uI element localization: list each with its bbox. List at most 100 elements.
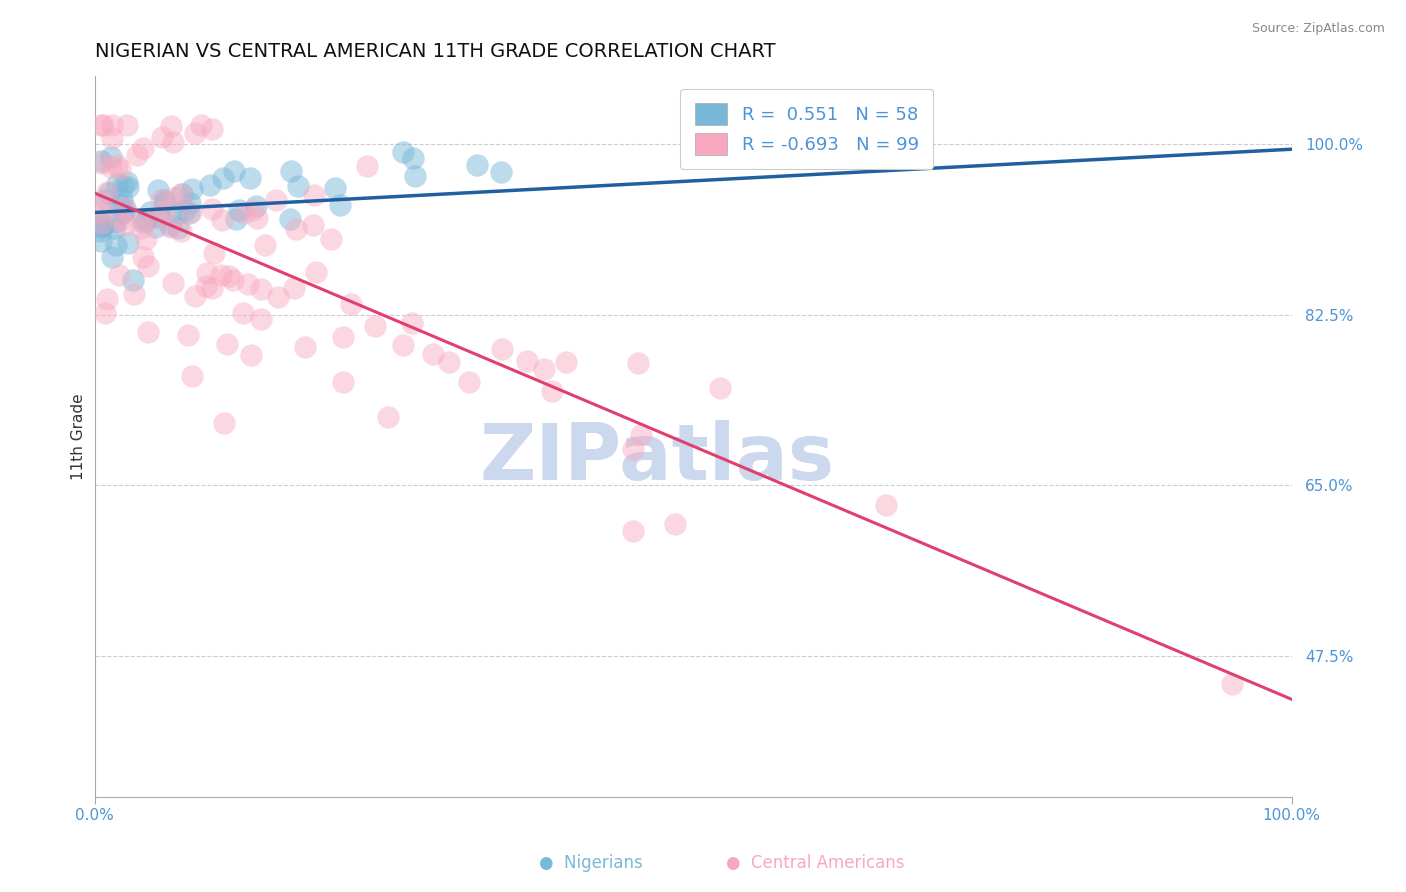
Point (170, 224, 193, 238)
Point (112, 202, 135, 216)
Point (160, 119, 183, 133)
Point (90, 219, 112, 234)
Point (132, 213, 155, 227)
Point (91, 118, 114, 132)
Point (90, 118, 112, 132)
Point (301, 218, 323, 232)
Point (402, 151, 425, 165)
Point (332, 330, 354, 344)
Point (630, 427, 652, 442)
Point (105, 177, 128, 191)
Point (94, 305, 117, 319)
Point (181, 369, 204, 384)
Point (90, 216, 112, 230)
Point (627, 356, 650, 370)
Point (91, 217, 114, 231)
Point (225, 212, 247, 227)
Point (153, 196, 176, 211)
Point (287, 178, 309, 193)
Point (166, 207, 188, 221)
Point (285, 221, 308, 235)
Point (267, 290, 290, 304)
Text: Source: ZipAtlas.com: Source: ZipAtlas.com (1251, 22, 1385, 36)
Point (280, 163, 302, 178)
Point (100, 160, 122, 174)
Point (202, 245, 225, 260)
Point (181, 182, 204, 196)
Point (180, 205, 202, 219)
Point (132, 215, 155, 229)
Y-axis label: 11th Grade: 11th Grade (72, 393, 86, 480)
Point (98, 186, 121, 200)
Point (212, 416, 235, 430)
Point (136, 259, 159, 273)
Point (96, 292, 118, 306)
Point (90, 224, 112, 238)
Point (146, 183, 169, 197)
Point (232, 305, 254, 319)
Point (217, 336, 239, 351)
Point (103, 221, 125, 235)
Point (117, 118, 139, 132)
Point (90, 234, 112, 248)
Point (364, 319, 387, 334)
Point (228, 202, 250, 217)
Point (145, 211, 167, 225)
Point (122, 287, 145, 301)
Point (239, 171, 262, 186)
Point (162, 135, 184, 149)
Point (198, 178, 221, 193)
Point (108, 268, 131, 282)
Point (1220, 677, 1243, 691)
Point (149, 194, 172, 208)
Point (132, 250, 155, 264)
Point (212, 170, 235, 185)
Point (174, 203, 197, 218)
Point (465, 157, 488, 171)
Point (190, 118, 212, 132)
Text: ●  Nigerians: ● Nigerians (538, 855, 643, 872)
Point (101, 131, 124, 145)
Point (242, 202, 264, 217)
Point (90, 195, 112, 210)
Text: NIGERIAN VS CENTRAL AMERICAN 11TH GRADE CORRELATION CHART: NIGERIAN VS CENTRAL AMERICAN 11TH GRADE … (94, 42, 775, 61)
Point (664, 517, 686, 532)
Point (489, 165, 512, 179)
Point (404, 169, 426, 184)
Text: ZIPatlas: ZIPatlas (479, 420, 835, 496)
Point (356, 159, 378, 173)
Legend: R =  0.551   N = 58, R = -0.693   N = 99: R = 0.551 N = 58, R = -0.693 N = 99 (681, 89, 934, 169)
Point (172, 187, 194, 202)
Point (541, 384, 564, 399)
Point (90, 156, 112, 170)
Point (875, 498, 897, 512)
Point (323, 181, 346, 195)
Point (90, 154, 112, 169)
Point (111, 192, 134, 206)
Point (392, 145, 415, 159)
Point (91, 219, 114, 234)
Point (100, 150, 122, 164)
Point (170, 187, 193, 202)
Point (709, 381, 731, 395)
Point (179, 206, 201, 220)
Point (264, 193, 287, 207)
Point (117, 180, 139, 194)
Point (96, 186, 118, 200)
Point (533, 361, 555, 376)
Point (112, 179, 135, 194)
Point (105, 238, 128, 252)
Point (239, 348, 262, 362)
Point (105, 158, 128, 172)
Point (209, 268, 232, 282)
Point (391, 338, 413, 352)
Point (115, 175, 138, 189)
Point (201, 202, 224, 217)
Point (377, 410, 399, 425)
Point (112, 203, 135, 218)
Point (211, 213, 233, 227)
Point (90, 205, 112, 219)
Point (555, 355, 578, 369)
Point (143, 219, 166, 234)
Point (114, 201, 136, 215)
